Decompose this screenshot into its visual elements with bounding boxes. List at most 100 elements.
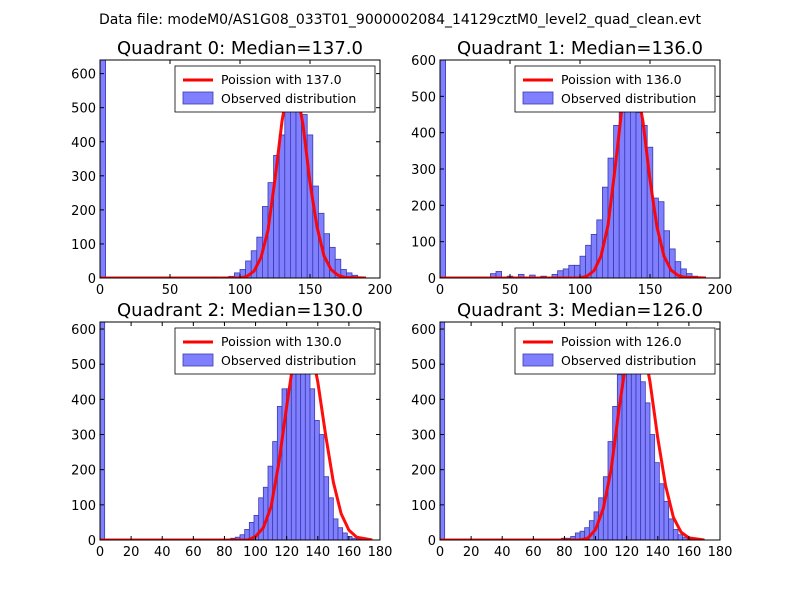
quadrant-3-xtick-label: 40	[494, 545, 511, 560]
quadrant-3-bar	[630, 363, 637, 540]
quadrant-3-bar	[672, 529, 679, 540]
quadrant-0-ytick-label: 400	[71, 136, 96, 151]
quadrant-0-ytick-label: 200	[71, 204, 96, 219]
quadrant-2-bar	[290, 367, 297, 540]
quadrant-3-xtick-label: 0	[436, 545, 444, 560]
quadrant-3-xtick-label: 20	[463, 545, 480, 560]
quadrant-2-ytick-label: 500	[71, 358, 96, 373]
quadrant-0-ytick-label: 100	[71, 238, 96, 253]
quadrant-3-ytick-label: 300	[411, 429, 436, 444]
quadrant-2-legend-line-label: Poission with 130.0	[221, 334, 342, 349]
quadrant-2-bar	[328, 497, 334, 540]
quadrant-2-ytick-label: 200	[71, 464, 96, 479]
quadrant-1-ytick-label: 600	[411, 54, 436, 69]
quadrant-2-xtick-label: 120	[274, 545, 299, 560]
quadrant-2-plot-area	[100, 322, 373, 540]
quadrant-3-bar	[440, 322, 446, 540]
quadrant-0-xtick-label: 200	[368, 283, 393, 298]
quadrant-1-legend-line-label: Poission with 136.0	[561, 72, 682, 87]
quadrant-3-panel: 0 20 40 60 80 100 120 140 160 180 0 100 200 300 400 500…	[411, 300, 732, 560]
quadrant-1-bar	[579, 255, 586, 278]
quadrant-3-ytick-label: 400	[411, 393, 436, 408]
quadrant-3-bar	[658, 483, 665, 540]
quadrant-1-ytick-label: 400	[411, 127, 436, 142]
quadrant-3-bar	[640, 381, 646, 540]
quadrant-2-xtick-label: 100	[243, 545, 268, 560]
quadrant-1-ytick-label: 100	[411, 236, 436, 251]
quadrant-3-bar	[635, 370, 642, 540]
quadrant-2-bar	[346, 536, 353, 540]
quadrant-1-ytick-label: 500	[411, 90, 436, 105]
quadrant-0-xtick-label: 50	[162, 283, 179, 298]
quadrant-0-panel: 0 50 100 150 200 0 100 200 300 400 500 600 Quadrant …	[71, 38, 392, 298]
quadrant-2-xtick-label: 160	[336, 545, 361, 560]
quadrant-3-xtick-label: 60	[525, 545, 542, 560]
quadrant-1-legend-bar-swatch	[522, 91, 554, 105]
quadrant-3-bar	[668, 518, 674, 540]
quadrant-0-legend-bar-swatch	[182, 91, 214, 105]
quadrant-0-plot-area	[100, 60, 367, 278]
quadrant-0-ytick-label: 600	[71, 68, 96, 83]
quadrant-2-xtick-label: 0	[96, 545, 104, 560]
quadrant-0-title: Quadrant 0: Median=137.0	[117, 38, 363, 59]
quadrant-3-ytick-label: 100	[411, 499, 436, 514]
quadrant-2-bar	[304, 363, 311, 540]
quadrant-0-ytick-label: 0	[88, 272, 96, 287]
quadrant-1-bar	[568, 264, 575, 278]
quadrant-3-legend-line-label: Poission with 126.0	[561, 334, 682, 349]
quadrant-2-bar	[337, 527, 344, 540]
quadrant-3-xtick-label: 140	[645, 545, 670, 560]
quadrant-3-xtick-label: 100	[583, 545, 608, 560]
quadrant-0-bar	[278, 134, 286, 278]
quadrant-2-xtick-label: 60	[185, 545, 202, 560]
quadrant-2-ytick-label: 100	[71, 499, 96, 514]
quadrant-0-bar	[284, 110, 291, 278]
quadrant-3-ytick-label: 600	[411, 323, 436, 338]
quadrant-3-xtick-label: 120	[614, 545, 639, 560]
quadrant-2-bar	[323, 476, 330, 540]
quadrant-1-bar	[574, 264, 581, 278]
quadrant-2-title: Quadrant 2: Median=130.0	[117, 300, 363, 321]
quadrant-2-bar	[318, 434, 325, 540]
quadrant-1-xtick-label: 150	[638, 283, 663, 298]
quadrant-1-bar	[624, 83, 631, 278]
quadrant-0-legend-bar-label: Observed distribution	[221, 91, 356, 106]
quadrant-1-xtick-label: 100	[568, 283, 593, 298]
quadrant-1-legend-bar-label: Observed distribution	[561, 91, 696, 106]
quadrant-3-legend-bar-swatch	[522, 353, 554, 367]
quadrant-2-bar	[309, 388, 316, 540]
quadrant-2-panel: 0 20 40 60 80 100 120 140 160 180 0 100 200 300 400 500…	[71, 300, 392, 560]
quadrant-3-ytick-label: 0	[428, 534, 436, 549]
quadrant-2-legend-bar-swatch	[182, 353, 214, 367]
quadrant-3-bar	[663, 500, 670, 540]
quadrant-1-xtick-label: 50	[502, 283, 519, 298]
quadrant-0-xtick-label: 0	[96, 283, 104, 298]
quadrant-3-xtick-label: 160	[676, 545, 701, 560]
quadrant-2-legend-bar-label: Observed distribution	[221, 353, 356, 368]
quadrant-1-plot-area	[440, 60, 707, 278]
quadrant-2-xtick-label: 20	[123, 545, 140, 560]
quadrant-1-ytick-label: 200	[411, 199, 436, 214]
panels-group: 0 50 100 150 2000100200300400500600Quadrant …	[71, 38, 732, 560]
quadrant-3-xtick-label: 180	[708, 545, 733, 560]
quadrant-1-ytick-label: 300	[411, 163, 436, 178]
quadrant-3-legend-bar-label: Observed distribution	[561, 353, 696, 368]
quadrant-2-xtick-label: 140	[305, 545, 330, 560]
quadrant-2-xtick-label: 180	[368, 545, 393, 560]
quadrant-3-ytick-label: 500	[411, 358, 436, 373]
quadrant-1-bar	[635, 112, 642, 278]
quadrant-3-ytick-label: 200	[411, 464, 436, 479]
quadrant-2-axes-frame	[99, 321, 381, 541]
figure-title: Data file: modeM0/AS1G08_033T01_90000020…	[99, 12, 701, 28]
quadrant-2-ytick-label: 0	[88, 534, 96, 549]
quadrant-2-xtick-label: 40	[154, 545, 171, 560]
quadrant-2-ytick-label: 300	[71, 429, 96, 444]
quadrant-1-xtick-label: 0	[436, 283, 444, 298]
quadrant-3-bar	[649, 434, 656, 540]
quadrant-2-bar	[332, 518, 339, 540]
quadrant-2-bar	[342, 532, 348, 540]
quadrant-3-bar	[677, 534, 684, 540]
quadrant-2-ytick-label: 400	[71, 393, 96, 408]
quadrant-0-ytick-label: 300	[71, 170, 96, 185]
